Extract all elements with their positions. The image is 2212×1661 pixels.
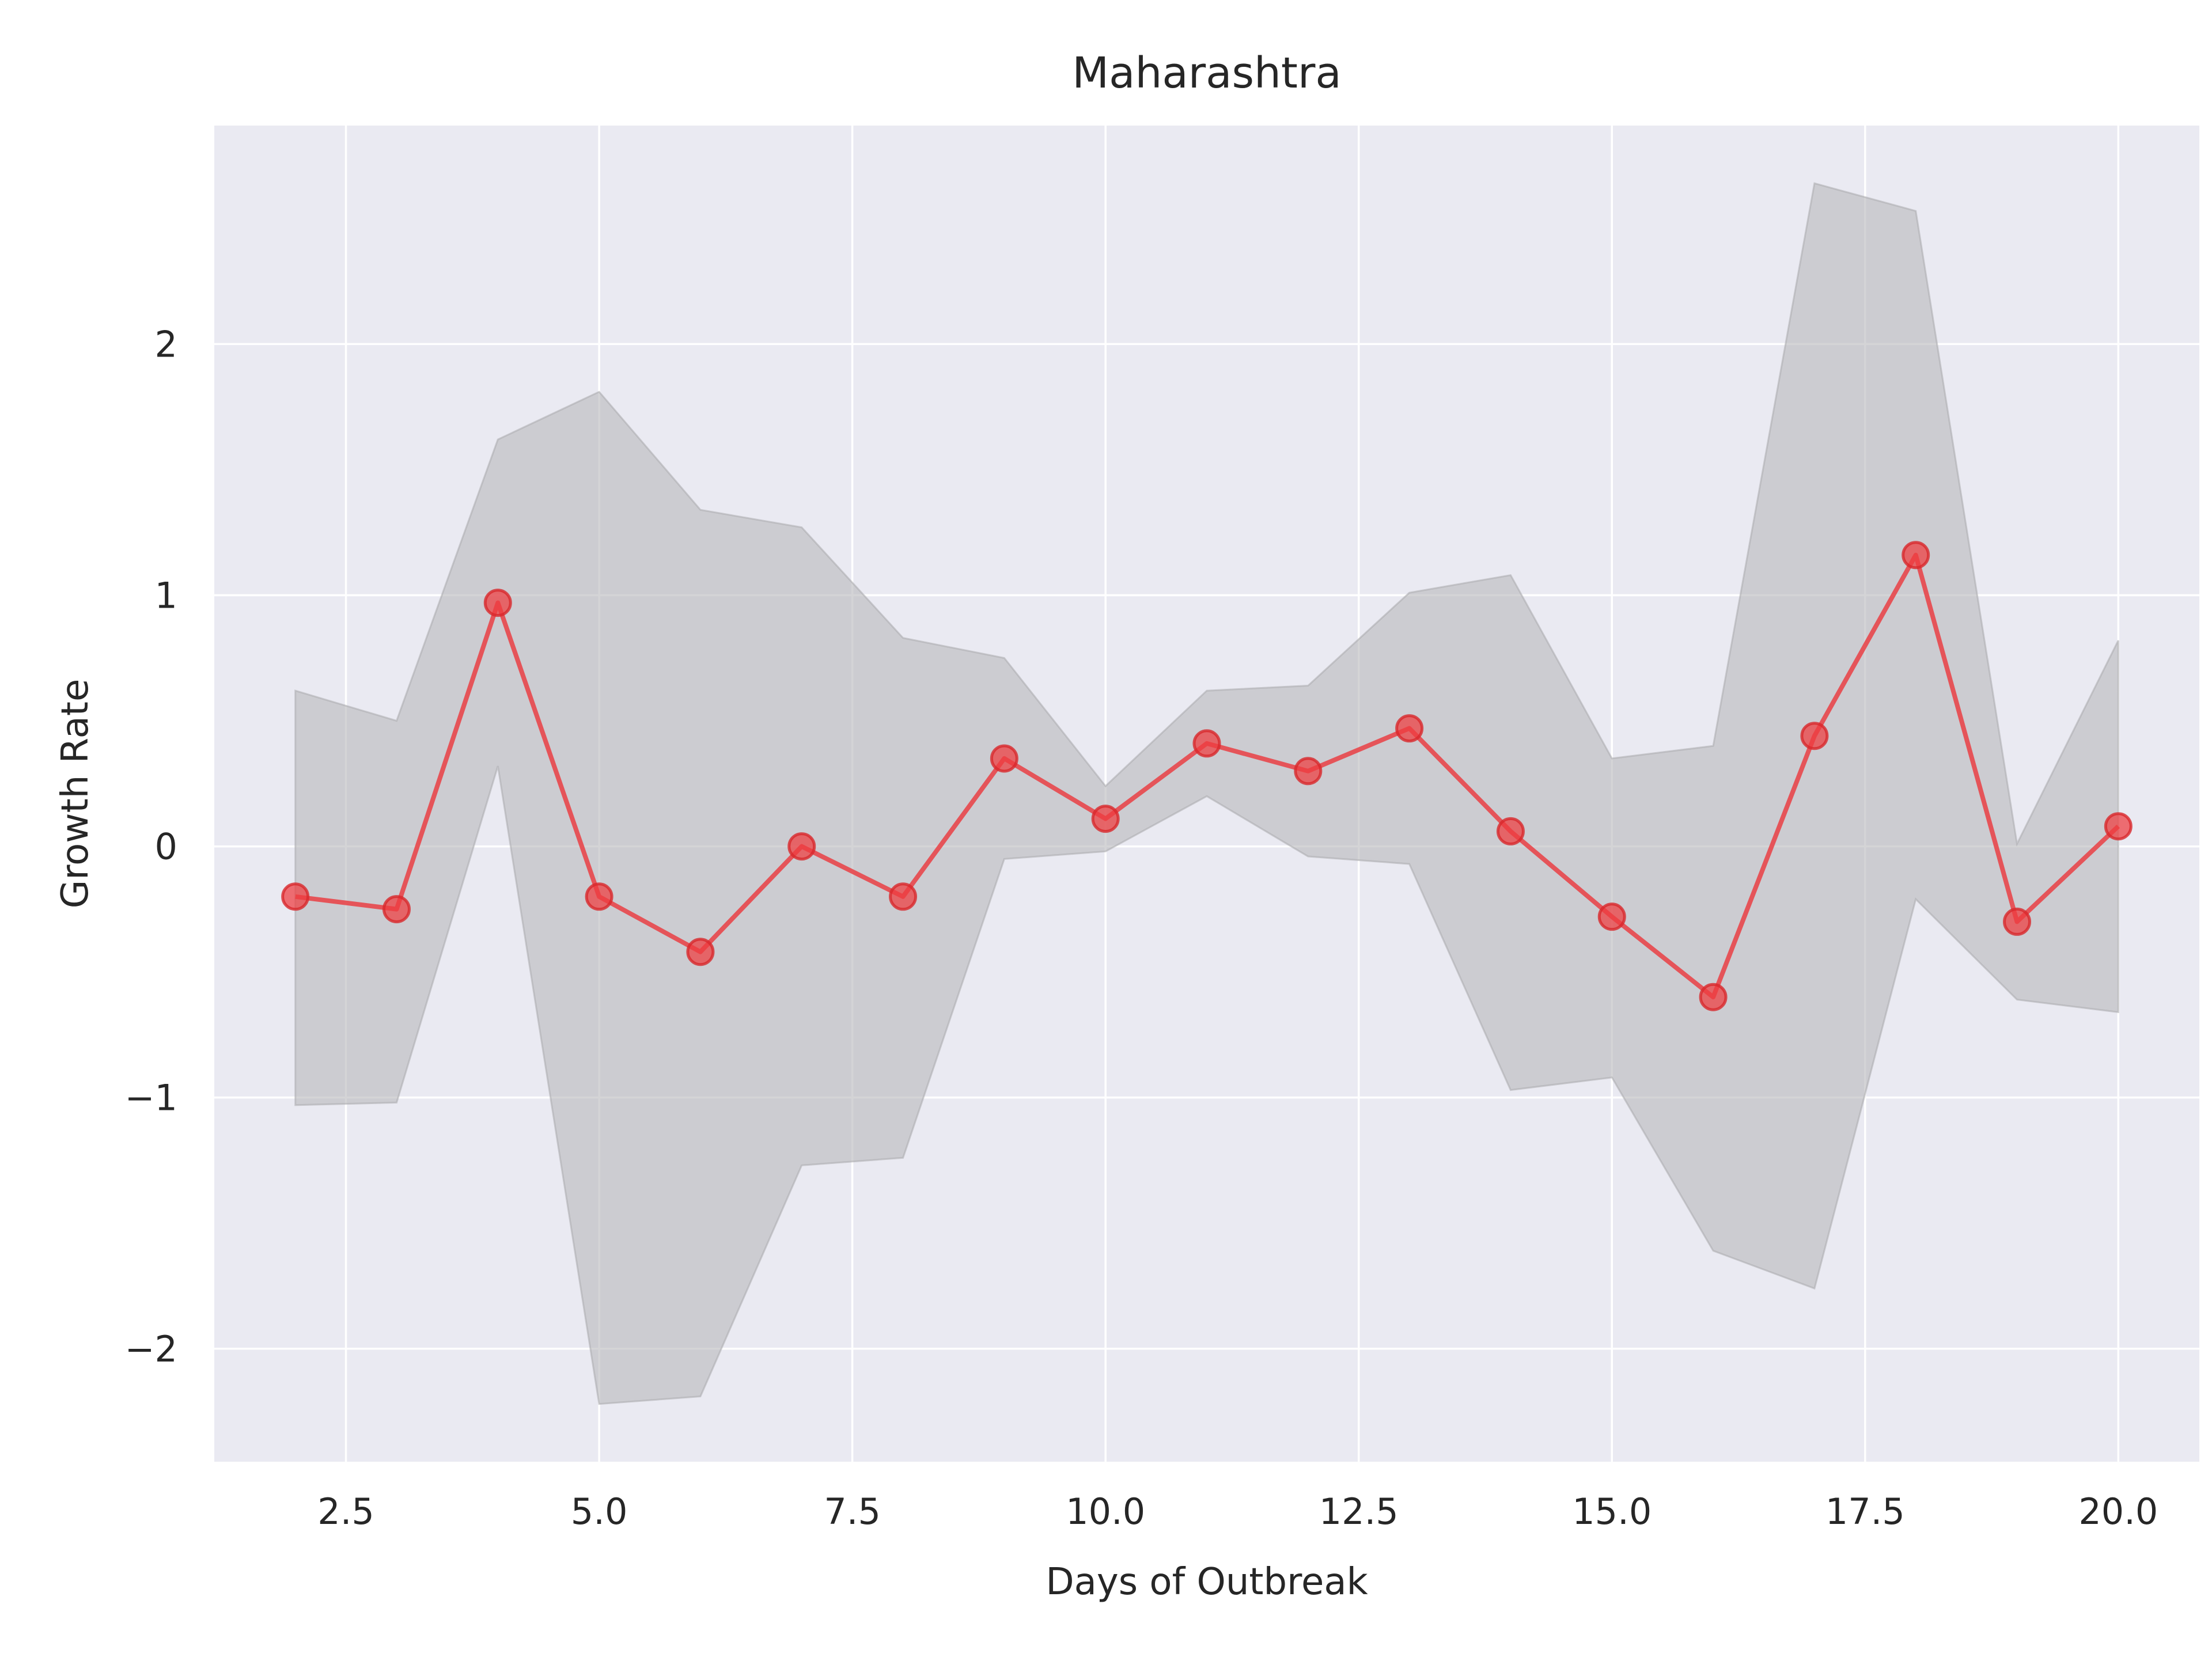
x-tick-label: 10.0 xyxy=(1066,1491,1145,1533)
y-axis-label: Growth Rate xyxy=(54,679,97,909)
data-point xyxy=(990,744,1018,773)
data-point xyxy=(787,832,816,861)
data-point xyxy=(1699,983,1728,1011)
data-point xyxy=(382,895,411,924)
y-tick-label: −1 xyxy=(125,1077,177,1119)
x-axis-label: Days of Outbreak xyxy=(1046,1561,1368,1603)
data-point xyxy=(585,882,613,911)
y-tick-labels: −2 −1 0 1 2 xyxy=(125,323,177,1370)
y-tick-label: 2 xyxy=(155,323,177,365)
data-point xyxy=(1192,729,1221,758)
x-tick-label: 20.0 xyxy=(2078,1491,2158,1533)
data-point xyxy=(281,882,310,911)
x-tick-label: 5.0 xyxy=(571,1491,628,1533)
series-markers xyxy=(281,541,2133,1011)
data-point xyxy=(1294,757,1323,786)
data-point xyxy=(2104,812,2133,841)
x-tick-label: 2.5 xyxy=(317,1491,374,1533)
x-tick-label: 7.5 xyxy=(824,1491,881,1533)
x-tick-label: 12.5 xyxy=(1319,1491,1399,1533)
chart-title: Maharashtra xyxy=(1072,48,1341,98)
data-point xyxy=(1597,902,1626,931)
x-tick-label: 15.0 xyxy=(1572,1491,1652,1533)
x-tick-label: 17.5 xyxy=(1825,1491,1905,1533)
y-tick-label: −2 xyxy=(125,1328,177,1370)
data-point xyxy=(1091,805,1120,833)
data-point xyxy=(1496,817,1525,845)
data-point xyxy=(2003,907,2032,936)
data-point xyxy=(686,938,715,966)
data-point xyxy=(1395,714,1424,743)
y-tick-label: 0 xyxy=(155,826,177,868)
data-point xyxy=(483,589,512,617)
data-point xyxy=(1800,722,1829,750)
data-point xyxy=(889,882,918,911)
confidence-band xyxy=(294,182,2119,1405)
y-tick-label: 1 xyxy=(155,574,177,616)
x-tick-labels: 2.5 5.0 7.5 10.0 12.5 15.0 17.5 20.0 xyxy=(317,1491,2158,1533)
data-point xyxy=(1902,541,1930,570)
